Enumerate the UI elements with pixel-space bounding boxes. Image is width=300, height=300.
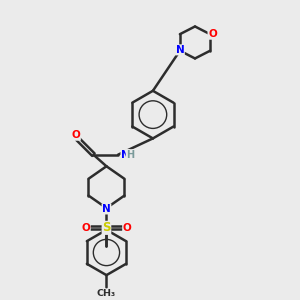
Text: O: O	[123, 223, 131, 233]
Text: O: O	[208, 29, 217, 39]
Text: H: H	[126, 150, 134, 160]
Text: N: N	[176, 45, 184, 55]
Text: O: O	[72, 130, 80, 140]
Text: S: S	[102, 221, 111, 234]
Text: CH₃: CH₃	[97, 289, 116, 298]
Text: N: N	[102, 204, 111, 214]
Text: N: N	[121, 150, 130, 160]
Text: O: O	[82, 223, 90, 233]
